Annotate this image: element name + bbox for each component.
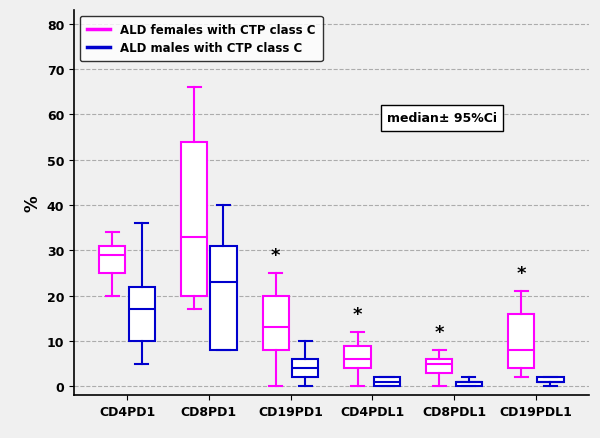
PathPatch shape [455, 382, 482, 386]
Text: *: * [516, 265, 526, 283]
PathPatch shape [374, 378, 400, 386]
PathPatch shape [181, 142, 207, 296]
Text: median± 95%Ci: median± 95%Ci [387, 112, 497, 125]
PathPatch shape [99, 246, 125, 273]
PathPatch shape [263, 296, 289, 350]
Text: *: * [353, 305, 362, 323]
PathPatch shape [426, 359, 452, 373]
Y-axis label: %: % [23, 195, 41, 212]
PathPatch shape [508, 314, 534, 368]
Text: *: * [271, 247, 281, 265]
PathPatch shape [344, 346, 371, 368]
PathPatch shape [211, 246, 236, 350]
PathPatch shape [292, 359, 319, 378]
Legend: ALD females with CTP class C, ALD males with CTP class C: ALD females with CTP class C, ALD males … [80, 17, 323, 62]
Text: *: * [434, 323, 444, 341]
PathPatch shape [128, 287, 155, 341]
PathPatch shape [538, 378, 563, 382]
